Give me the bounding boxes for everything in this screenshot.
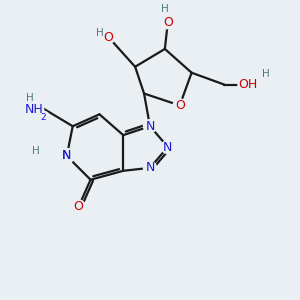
Text: O: O bbox=[175, 99, 185, 112]
Text: O: O bbox=[163, 16, 173, 29]
Text: N: N bbox=[163, 140, 172, 154]
Circle shape bbox=[24, 92, 36, 104]
Circle shape bbox=[260, 68, 272, 80]
Circle shape bbox=[238, 74, 258, 95]
Text: N: N bbox=[62, 149, 71, 162]
Text: N: N bbox=[62, 149, 71, 162]
Circle shape bbox=[143, 120, 157, 133]
Text: H: H bbox=[161, 4, 169, 14]
Circle shape bbox=[38, 111, 50, 123]
Text: 2: 2 bbox=[41, 113, 46, 122]
Text: H: H bbox=[26, 93, 34, 103]
Text: OH: OH bbox=[238, 78, 258, 91]
Circle shape bbox=[173, 99, 186, 112]
Text: O: O bbox=[103, 31, 113, 44]
Text: NH: NH bbox=[25, 103, 44, 116]
Circle shape bbox=[161, 16, 174, 29]
Circle shape bbox=[59, 148, 74, 164]
Text: H: H bbox=[32, 146, 39, 157]
Text: H: H bbox=[262, 69, 270, 79]
Circle shape bbox=[30, 146, 41, 158]
Text: H: H bbox=[96, 28, 103, 38]
Circle shape bbox=[72, 200, 85, 213]
Circle shape bbox=[143, 161, 157, 174]
Circle shape bbox=[60, 149, 73, 163]
Text: N: N bbox=[145, 161, 155, 174]
Circle shape bbox=[25, 100, 44, 119]
Circle shape bbox=[161, 140, 174, 154]
Circle shape bbox=[102, 31, 115, 44]
Text: N: N bbox=[145, 120, 155, 133]
Text: O: O bbox=[74, 200, 84, 213]
Circle shape bbox=[159, 3, 171, 15]
Circle shape bbox=[94, 27, 105, 38]
